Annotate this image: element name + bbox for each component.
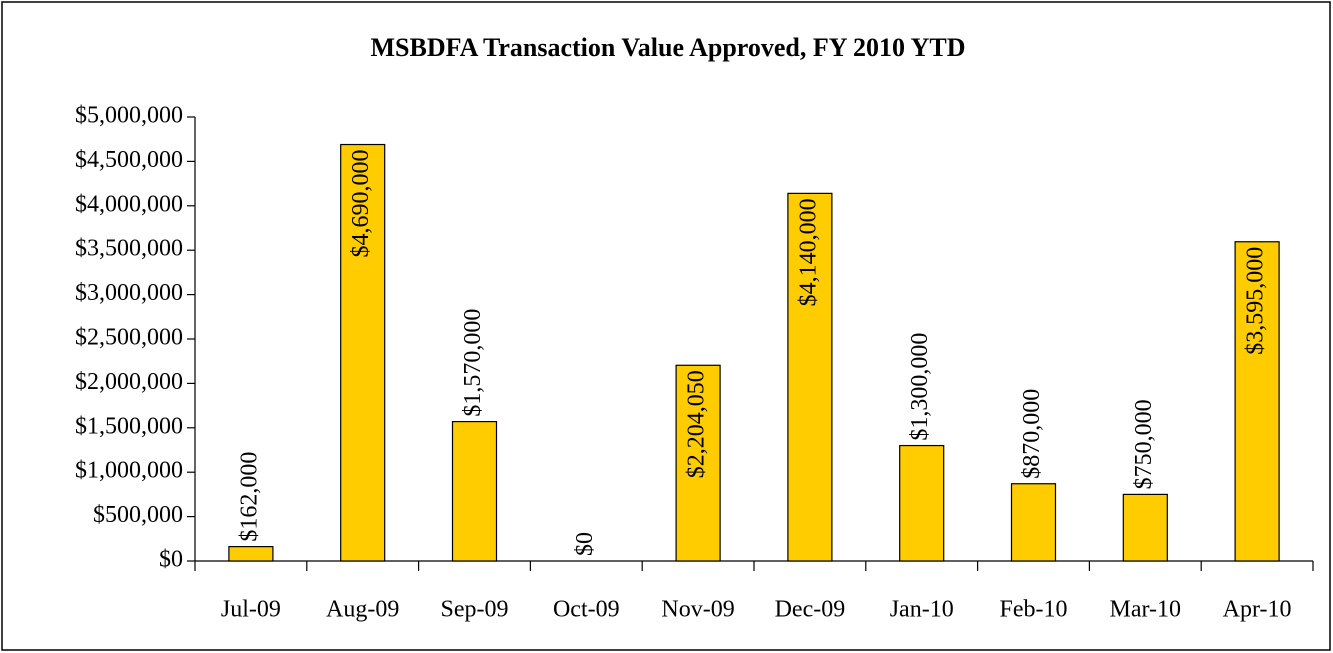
value-label: $4,690,000 — [348, 150, 374, 258]
bar — [899, 444, 945, 562]
x-tick-label: Feb-10 — [1000, 597, 1068, 623]
value-label: $1,570,000 — [460, 309, 486, 417]
value-label: $2,204,050 — [684, 370, 710, 478]
y-tick-label: $3,500,000 — [75, 236, 183, 262]
x-tick-label: Mar-10 — [1110, 597, 1182, 623]
bar — [1234, 241, 1280, 562]
bar — [787, 192, 833, 562]
y-tick-label: $0 — [159, 547, 183, 573]
y-tick-label: $2,500,000 — [75, 325, 183, 351]
y-tick-label: $5,000,000 — [75, 103, 183, 129]
bar — [340, 143, 386, 562]
bar — [451, 420, 498, 562]
bar — [228, 546, 274, 562]
bar — [1122, 493, 1168, 562]
y-tick-label: $1,000,000 — [75, 458, 183, 484]
y-tick-label: $3,000,000 — [75, 280, 183, 306]
value-label: $1,300,000 — [907, 333, 933, 441]
x-tick-label: Apr-10 — [1223, 597, 1292, 623]
bar — [1010, 483, 1057, 562]
y-tick-label: $4,000,000 — [75, 191, 183, 217]
value-label: $750,000 — [1131, 399, 1157, 489]
y-tick-label: $4,500,000 — [75, 147, 183, 173]
value-label: $3,595,000 — [1243, 247, 1269, 355]
y-tick-label: $2,000,000 — [75, 369, 183, 395]
value-label: $4,140,000 — [795, 198, 821, 306]
value-label: $870,000 — [1019, 389, 1045, 479]
x-tick-label: Oct-09 — [553, 597, 620, 623]
value-label: $0 — [572, 532, 598, 556]
x-tick-label: Aug-09 — [326, 597, 399, 623]
value-label: $162,000 — [236, 452, 262, 542]
y-tick-label: $1,500,000 — [75, 413, 183, 439]
bar — [675, 364, 721, 562]
y-tick-label: $500,000 — [93, 502, 183, 528]
x-tick-label: Nov-09 — [661, 597, 734, 623]
chart-title: MSBDFA Transaction Value Approved, FY 20… — [371, 33, 966, 62]
x-tick-label: Dec-09 — [775, 597, 846, 623]
x-tick-label: Sep-09 — [441, 597, 509, 623]
x-tick-label: Jan-10 — [890, 597, 954, 623]
x-tick-label: Jul-09 — [221, 597, 281, 623]
